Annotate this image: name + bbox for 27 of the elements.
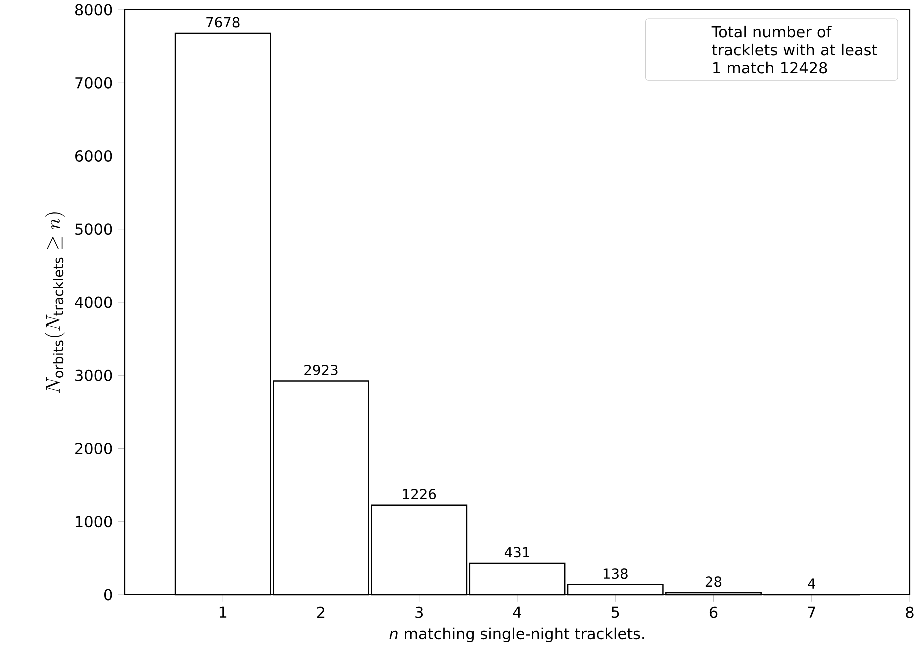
y-axis-title: $N_{\mathrm{orbits}}(N_{\mathrm{tracklets}} \geq n)$ xyxy=(45,212,65,394)
y-tick-label: 7000 xyxy=(76,77,112,89)
data-label: 28 xyxy=(706,576,722,588)
x-tick-label: 6 xyxy=(710,606,718,618)
y-tick-label: 2000 xyxy=(76,443,112,455)
y-tick-label: 3000 xyxy=(76,370,112,382)
x-tick-label: 3 xyxy=(416,606,423,618)
x-tick-label: 4 xyxy=(513,606,522,618)
data-label: 2923 xyxy=(304,364,338,376)
x-tick-label: 1 xyxy=(220,606,227,618)
x-tick-label: 5 xyxy=(612,606,620,618)
data-label: 138 xyxy=(604,568,628,580)
x-tick-label: 7 xyxy=(808,606,816,618)
x-tick-label: 8 xyxy=(906,606,914,618)
x-tick-label: 2 xyxy=(318,606,325,618)
y-tick-label: 6000 xyxy=(76,150,112,162)
y-tick-label: 4000 xyxy=(75,296,112,308)
y-tick-label: 5000 xyxy=(76,224,112,236)
data-label: 1226 xyxy=(403,489,436,500)
annotation: Total number of tracklets with at least 1 match 12428 xyxy=(712,26,878,74)
y-tick-label: 8000 xyxy=(76,4,112,16)
y-tick-label: 0 xyxy=(104,589,112,601)
data-label: 431 xyxy=(504,547,530,558)
x-axis-title: n matching single-night tracklets. xyxy=(390,628,644,643)
data-label: 7678 xyxy=(206,17,240,28)
y-tick-label: 1000 xyxy=(76,516,112,528)
data-label: 4 xyxy=(808,578,816,589)
